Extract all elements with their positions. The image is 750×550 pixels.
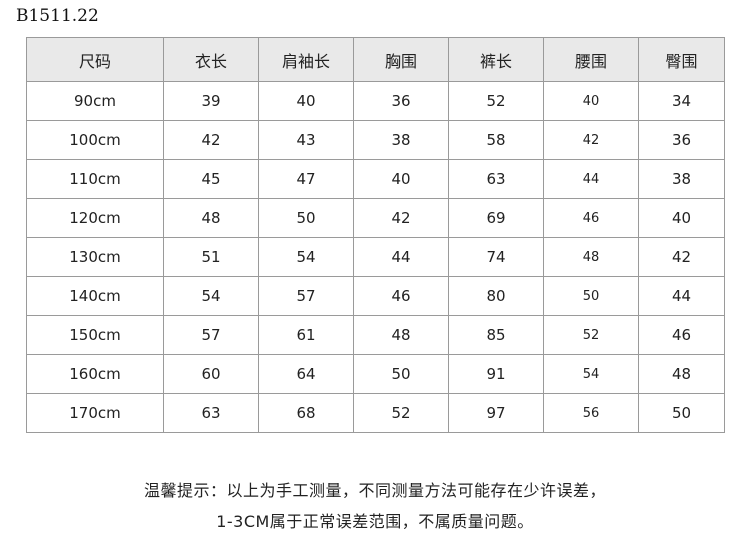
table-cell: 58	[448, 120, 544, 160]
table-cell: 57	[163, 315, 259, 355]
table-cell: 38	[638, 159, 725, 199]
table-cell: 40	[638, 198, 725, 238]
table-cell: 34	[638, 81, 725, 121]
table-cell: 130cm	[26, 237, 164, 277]
table-cell: 46	[543, 198, 639, 238]
table-cell: 48	[163, 198, 259, 238]
table-cell: 38	[353, 120, 449, 160]
table-cell: 69	[448, 198, 544, 238]
table-cell: 63	[163, 393, 259, 433]
table-cell: 50	[638, 393, 725, 433]
table-cell: 40	[353, 159, 449, 199]
table-cell: 48	[543, 237, 639, 277]
table-cell: 40	[543, 81, 639, 121]
table-cell: 85	[448, 315, 544, 355]
table-cell: 52	[353, 393, 449, 433]
column-header: 腰围	[543, 37, 639, 82]
column-header: 衣长	[163, 37, 259, 82]
column-header: 臀围	[638, 37, 725, 82]
table-row: 140cm 54 57 46 80 50 44	[26, 276, 725, 316]
table-cell: 160cm	[26, 354, 164, 394]
table-cell: 42	[638, 237, 725, 277]
table-cell: 48	[353, 315, 449, 355]
table-cell: 36	[353, 81, 449, 121]
table-cell: 52	[448, 81, 544, 121]
table-cell: 57	[258, 276, 354, 316]
table-cell: 120cm	[26, 198, 164, 238]
table-cell: 54	[163, 276, 259, 316]
table-cell: 61	[258, 315, 354, 355]
table-cell: 42	[163, 120, 259, 160]
table-row: 110cm 45 47 40 63 44 38	[26, 159, 725, 199]
column-header: 肩袖长	[258, 37, 354, 82]
table-cell: 44	[638, 276, 725, 316]
table-cell: 47	[258, 159, 354, 199]
product-code: B1511.22	[16, 6, 99, 26]
table-cell: 44	[543, 159, 639, 199]
table-cell: 44	[353, 237, 449, 277]
table-cell: 110cm	[26, 159, 164, 199]
table-cell: 36	[638, 120, 725, 160]
table-cell: 90cm	[26, 81, 164, 121]
table-cell: 63	[448, 159, 544, 199]
table-row: 120cm 48 50 42 69 46 40	[26, 198, 725, 238]
table-cell: 170cm	[26, 393, 164, 433]
table-cell: 56	[543, 393, 639, 433]
column-header: 尺码	[26, 37, 164, 82]
table-cell: 64	[258, 354, 354, 394]
note-line-1: 温馨提示：以上为手工测量，不同测量方法可能存在少许误差，	[143, 481, 606, 500]
table-cell: 50	[543, 276, 639, 316]
table-cell: 43	[258, 120, 354, 160]
table-cell: 150cm	[26, 315, 164, 355]
table-cell: 48	[638, 354, 725, 394]
column-header: 裤长	[448, 37, 544, 82]
table-cell: 140cm	[26, 276, 164, 316]
table-cell: 50	[353, 354, 449, 394]
table-cell: 54	[258, 237, 354, 277]
table-cell: 42	[543, 120, 639, 160]
table-cell: 100cm	[26, 120, 164, 160]
table-row: 170cm 63 68 52 97 56 50	[26, 393, 725, 433]
table-cell: 50	[258, 198, 354, 238]
table-row: 150cm 57 61 48 85 52 46	[26, 315, 725, 355]
table-cell: 51	[163, 237, 259, 277]
note-line-2: 1-3CM属于正常误差范围，不属质量问题。	[216, 512, 534, 531]
table-cell: 39	[163, 81, 259, 121]
table-cell: 80	[448, 276, 544, 316]
table-cell: 46	[638, 315, 725, 355]
table-cell: 46	[353, 276, 449, 316]
table-cell: 40	[258, 81, 354, 121]
table-row: 130cm 51 54 44 74 48 42	[26, 237, 725, 277]
table-cell: 97	[448, 393, 544, 433]
table-row: 160cm 60 64 50 91 54 48	[26, 354, 725, 394]
table-cell: 68	[258, 393, 354, 433]
table-row: 90cm 39 40 36 52 40 34	[26, 81, 725, 121]
table-cell: 54	[543, 354, 639, 394]
table-cell: 91	[448, 354, 544, 394]
column-header: 胸围	[353, 37, 449, 82]
table-header-row: 尺码 衣长 肩袖长 胸围 裤长 腰围 臀围	[26, 37, 725, 82]
size-chart-table: 尺码 衣长 肩袖长 胸围 裤长 腰围 臀围 90cm 39 40 36 52 40 34 100cm 42 4…	[26, 37, 725, 433]
table-row: 100cm 42 43 38 58 42 36	[26, 120, 725, 160]
table-cell: 74	[448, 237, 544, 277]
table-cell: 52	[543, 315, 639, 355]
table-cell: 60	[163, 354, 259, 394]
table-cell: 42	[353, 198, 449, 238]
table-cell: 45	[163, 159, 259, 199]
